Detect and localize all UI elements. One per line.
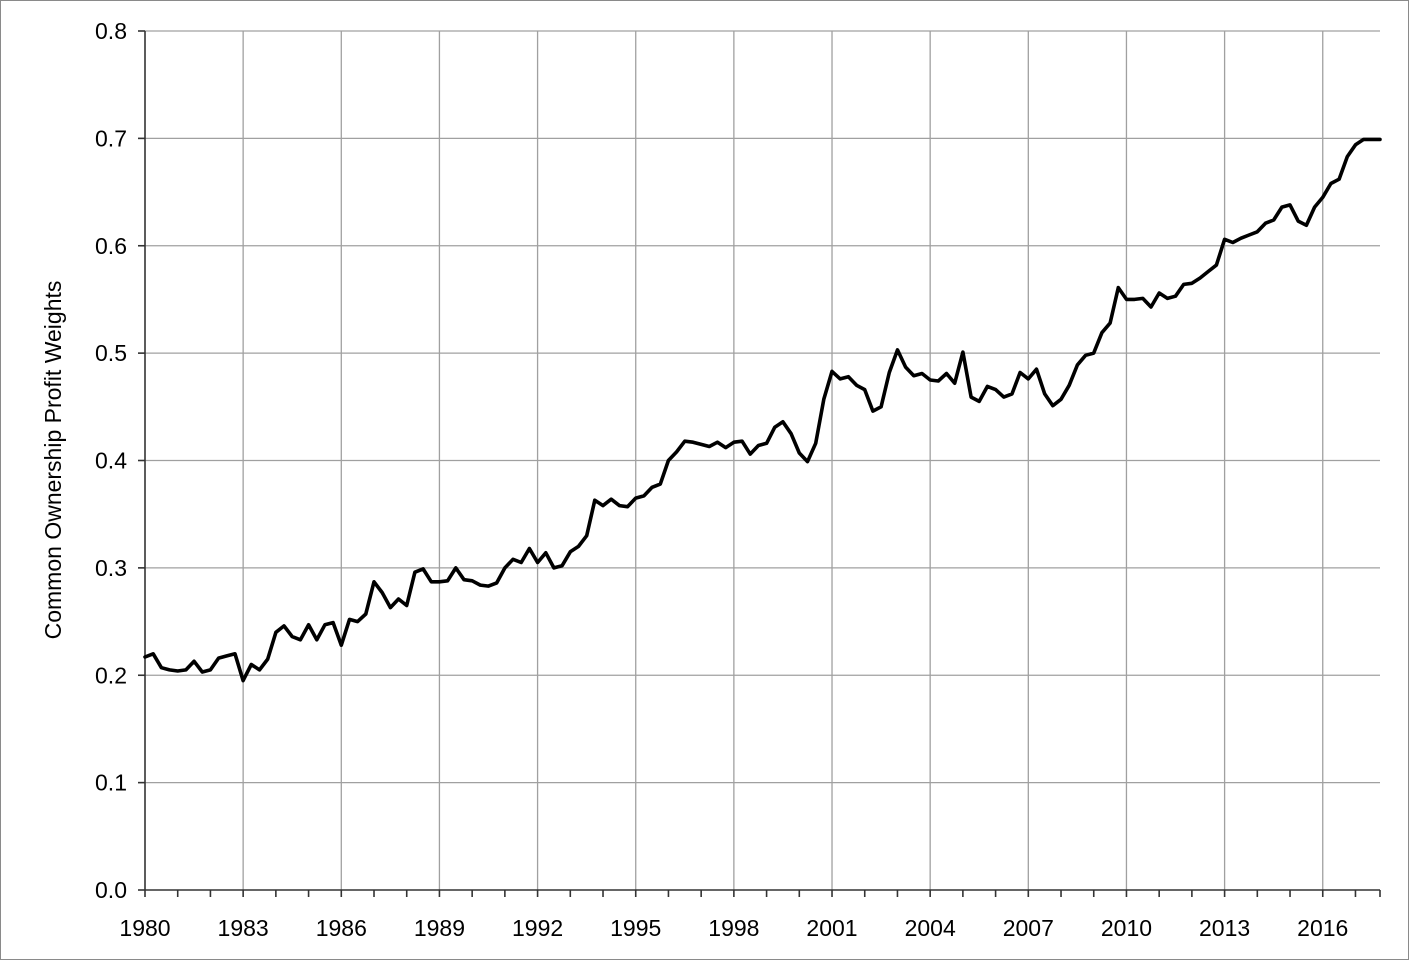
series-line (143, 137, 1382, 683)
y-axis-label: Common Ownership Profit Weights (40, 281, 66, 640)
y-tick-label: 0.6 (95, 233, 127, 259)
y-tick-label: 0.2 (95, 662, 127, 688)
x-tick-label: 2001 (806, 915, 857, 941)
y-tick-label: 0.5 (95, 340, 127, 366)
x-tick-labels: 1980 1983 1986 1989 1992 1995 1998 2001 2004 2007… (119, 915, 1348, 941)
x-tick-label: 1980 (119, 915, 170, 941)
x-tick-label: 2016 (1297, 915, 1348, 941)
y-tick-label: 0.3 (95, 555, 127, 581)
axes (138, 30, 1381, 897)
y-tick-label: 0.7 (95, 125, 127, 151)
y-tick-label: 0.1 (95, 770, 127, 796)
y-tick-labels: 0.0 0.1 0.2 0.3 0.4 0.5 0.6 0.7 0.8 (95, 18, 127, 903)
x-tick-label: 1989 (414, 915, 465, 941)
y-gridlines (145, 30, 1380, 784)
x-tick-label: 2007 (1003, 915, 1054, 941)
x-tick-label: 2004 (905, 915, 956, 941)
x-gridlines (242, 31, 1324, 890)
x-tick-label: 2010 (1101, 915, 1152, 941)
x-tick-label: 1992 (512, 915, 563, 941)
x-tick-label: 1998 (708, 915, 759, 941)
series-group (143, 137, 1382, 683)
y-tick-label: 0.8 (95, 18, 127, 44)
x-tick-label: 1986 (316, 915, 367, 941)
y-tick-label: 0.0 (95, 877, 127, 903)
x-tick-label: 2013 (1199, 915, 1250, 941)
x-tick-label: 1995 (610, 915, 661, 941)
x-tick-label: 1983 (218, 915, 269, 941)
y-tick-label: 0.4 (95, 448, 127, 474)
